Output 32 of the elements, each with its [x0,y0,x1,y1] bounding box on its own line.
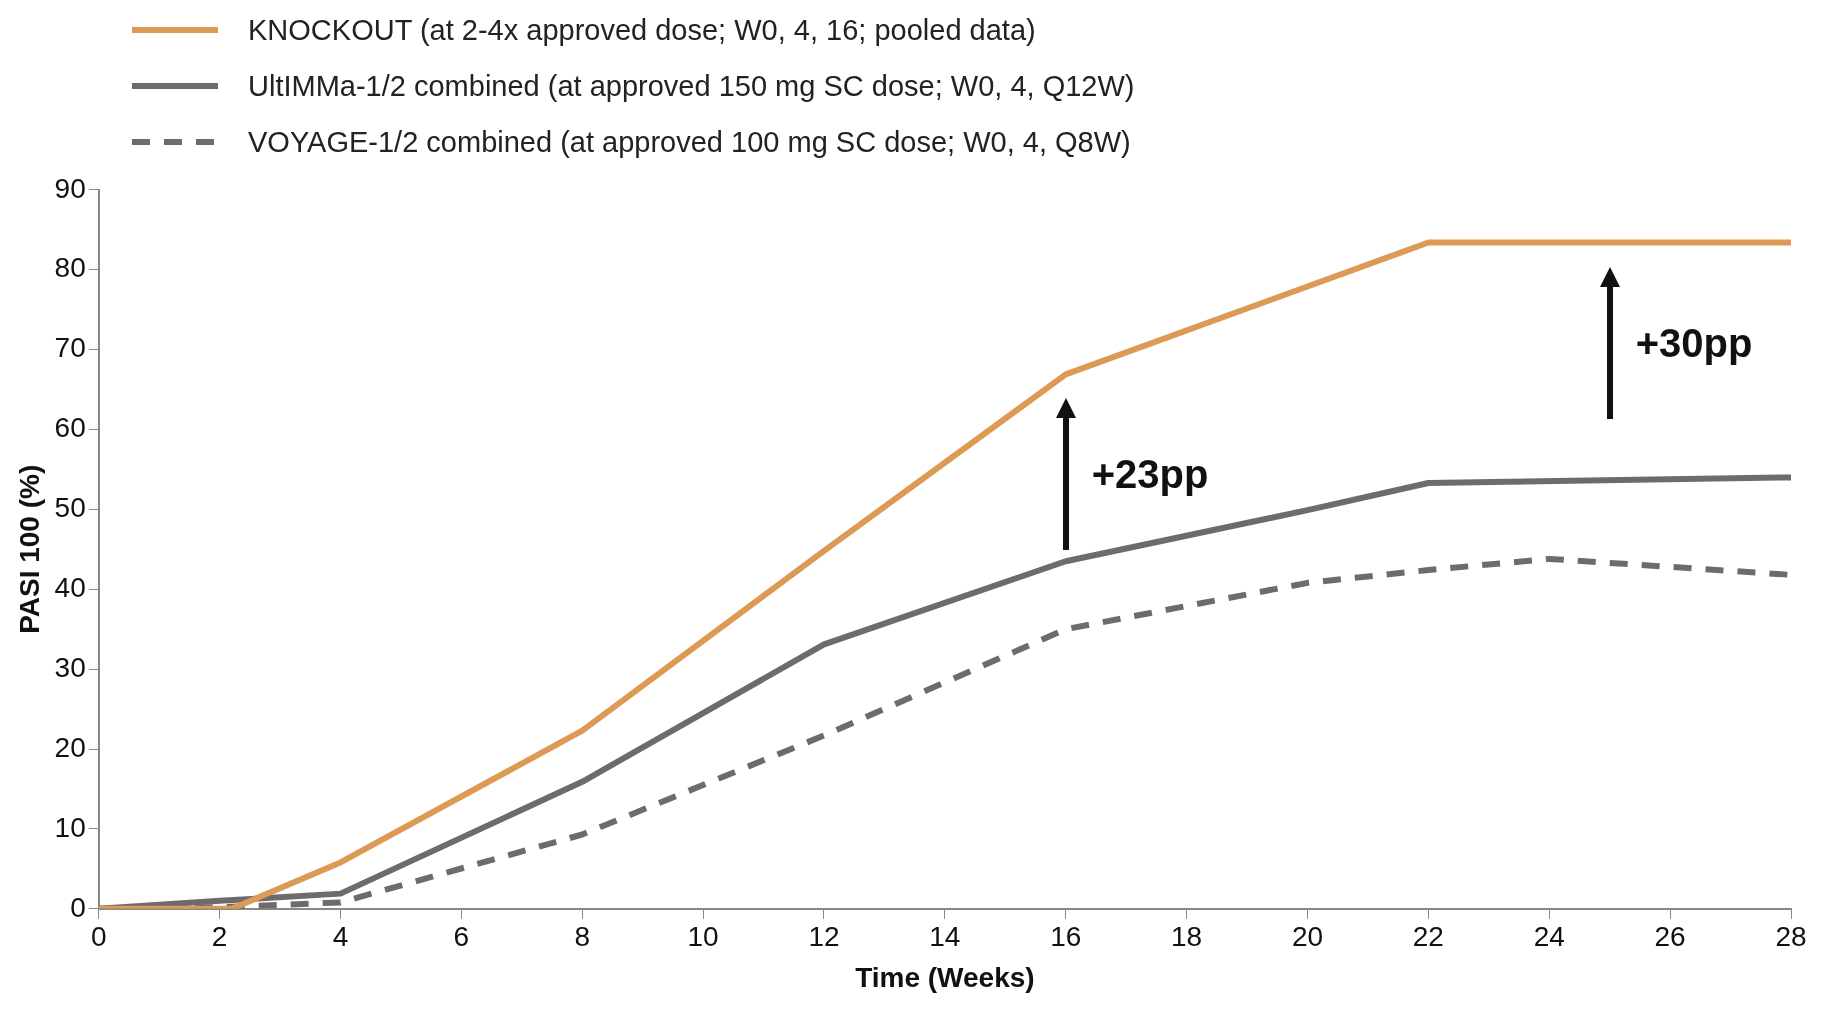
x-tick-label: 16 [1050,921,1082,953]
y-tick-label: 40 [54,571,86,603]
y-tick-label: 90 [54,172,86,204]
legend-label: VOYAGE-1/2 combined (at approved 100 mg SC dose; W0, 4, Q8W) [248,125,1131,159]
x-tick-label: 22 [1412,921,1444,953]
x-tick-label: 4 [332,921,349,953]
legend-label: KNOCKOUT (at 2-4x approved dose; W0, 4, 16; pooled data) [248,13,1036,47]
x-tick-label: 0 [90,921,107,953]
y-tick-label: 20 [54,731,86,763]
x-tick-label: 12 [808,921,840,953]
annotation: +30pp [1635,320,1753,366]
x-tick-label: 6 [453,921,470,953]
x-axis-title: Time (Weeks) [855,961,1035,993]
y-tick-label: 50 [54,492,86,524]
x-tick-label: 28 [1775,921,1807,953]
legend-label: UltIMMa-1/2 combined (at approved 150 mg SC dose; W0, 4, Q12W) [248,69,1135,103]
x-tick-label: 2 [211,921,228,953]
y-tick-label: 30 [54,651,86,683]
x-tick-label: 26 [1654,921,1686,953]
y-tick-label: 0 [70,891,86,923]
x-tick-label: 20 [1291,921,1324,953]
x-tick-label: 10 [687,921,719,953]
x-tick-label: 18 [1171,921,1203,953]
y-tick-label: 10 [54,811,86,843]
y-axis-title: PASI 100 (%) [13,464,45,634]
y-tick-label: 60 [54,412,86,444]
y-tick-label: 70 [54,332,86,364]
x-tick-label: 8 [574,921,591,953]
x-tick-label: 14 [929,921,961,953]
y-tick-label: 80 [54,252,86,284]
x-tick-label: 24 [1533,921,1565,953]
annotation: +23pp [1091,451,1209,497]
